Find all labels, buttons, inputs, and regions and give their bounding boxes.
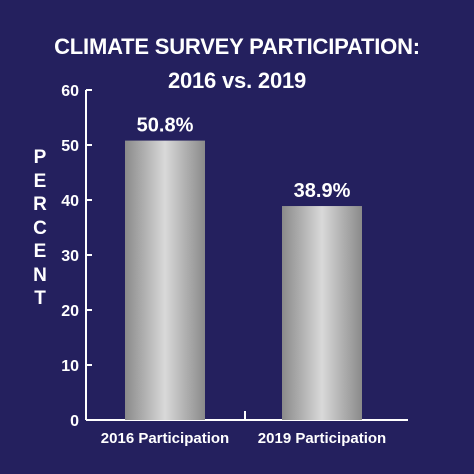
- bar: [282, 206, 362, 420]
- y-axis-label-letter: P: [33, 147, 47, 168]
- x-tick-label: 2019 Participation: [258, 430, 386, 447]
- y-axis-label-letter: E: [33, 170, 47, 192]
- chart-title: CLIMATE SURVEY PARTICIPATION: 2016 vs. 2…: [0, 30, 474, 98]
- x-tick-label: 2016 Participation: [101, 430, 229, 447]
- chart-title-line-1: CLIMATE SURVEY PARTICIPATION:: [54, 34, 420, 59]
- y-tick-label: 40: [61, 193, 79, 210]
- y-tick-label: 50: [61, 138, 79, 155]
- data-label: 50.8%: [137, 115, 194, 137]
- y-axis-label-letter: N: [33, 264, 47, 286]
- data-label: 38.9%: [294, 180, 351, 202]
- y-tick-label: 30: [61, 248, 79, 265]
- bar: [125, 140, 205, 420]
- y-tick-label: 10: [61, 358, 79, 375]
- y-tick-label: 0: [70, 413, 79, 430]
- y-tick-label: 20: [61, 303, 79, 320]
- y-axis-label-letter: T: [34, 288, 46, 309]
- y-tick-label: 60: [61, 83, 79, 100]
- y-axis-label-letter: E: [33, 241, 47, 262]
- y-axis-label-letter: C: [33, 217, 47, 239]
- y-axis-label-letter: R: [33, 194, 47, 215]
- chart-title-line-2: 2016 vs. 2019: [167, 68, 307, 93]
